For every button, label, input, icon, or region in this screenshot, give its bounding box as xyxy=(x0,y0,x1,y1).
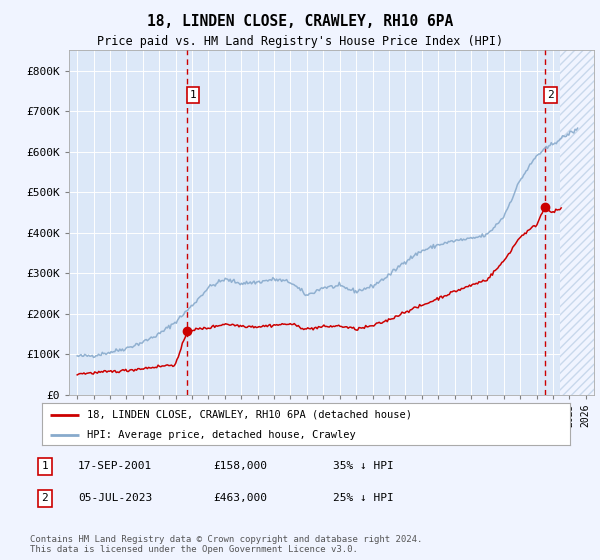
Text: £158,000: £158,000 xyxy=(213,461,267,472)
Text: 35% ↓ HPI: 35% ↓ HPI xyxy=(333,461,394,472)
Text: 2: 2 xyxy=(547,90,554,100)
Text: HPI: Average price, detached house, Crawley: HPI: Average price, detached house, Craw… xyxy=(87,430,356,440)
Text: 1: 1 xyxy=(190,90,197,100)
Text: 18, LINDEN CLOSE, CRAWLEY, RH10 6PA: 18, LINDEN CLOSE, CRAWLEY, RH10 6PA xyxy=(147,14,453,29)
Text: 1: 1 xyxy=(41,461,49,472)
Text: Contains HM Land Registry data © Crown copyright and database right 2024.: Contains HM Land Registry data © Crown c… xyxy=(30,535,422,544)
Text: Price paid vs. HM Land Registry's House Price Index (HPI): Price paid vs. HM Land Registry's House … xyxy=(97,35,503,48)
Text: 05-JUL-2023: 05-JUL-2023 xyxy=(78,493,152,503)
Text: 18, LINDEN CLOSE, CRAWLEY, RH10 6PA (detached house): 18, LINDEN CLOSE, CRAWLEY, RH10 6PA (det… xyxy=(87,410,412,420)
Text: 25% ↓ HPI: 25% ↓ HPI xyxy=(333,493,394,503)
Text: 2: 2 xyxy=(41,493,49,503)
Bar xyxy=(560,50,594,395)
Text: £463,000: £463,000 xyxy=(213,493,267,503)
Text: This data is licensed under the Open Government Licence v3.0.: This data is licensed under the Open Gov… xyxy=(30,545,358,554)
Text: 17-SEP-2001: 17-SEP-2001 xyxy=(78,461,152,472)
